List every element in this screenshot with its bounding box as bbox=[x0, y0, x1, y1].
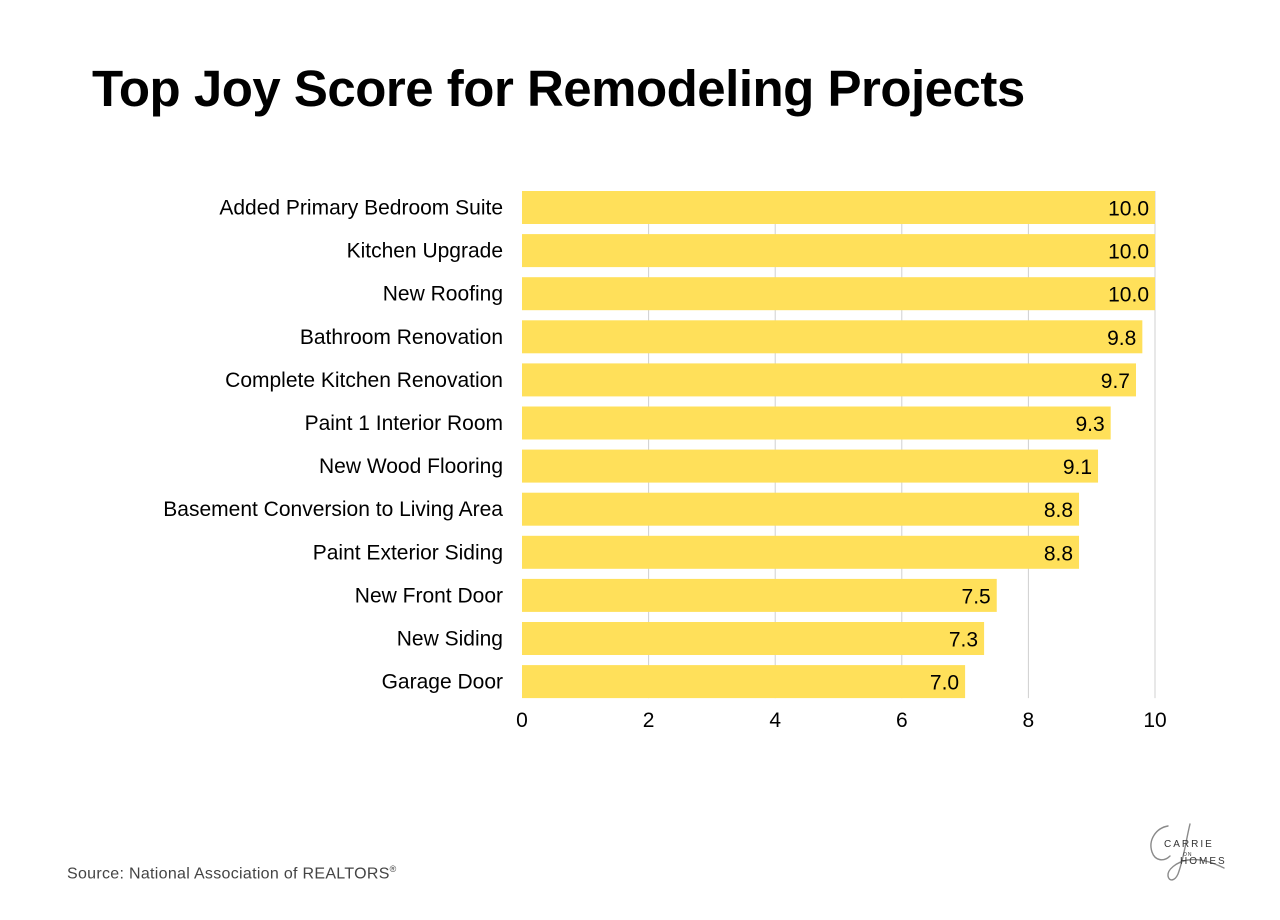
logo-line1: CARRIE bbox=[1164, 839, 1214, 850]
data-label: 10.0 bbox=[1108, 198, 1149, 221]
registered-mark: ® bbox=[389, 864, 397, 874]
category-label: Paint Exterior Siding bbox=[313, 541, 503, 564]
data-label: 9.1 bbox=[1063, 456, 1092, 479]
bar bbox=[522, 622, 985, 655]
category-label: New Wood Flooring bbox=[319, 455, 503, 478]
bar bbox=[522, 406, 1111, 440]
data-label: 7.5 bbox=[962, 585, 991, 608]
x-tick-label: 4 bbox=[769, 709, 781, 732]
category-label: Kitchen Upgrade bbox=[347, 240, 503, 263]
data-label: 9.7 bbox=[1101, 370, 1130, 393]
bar bbox=[522, 535, 1080, 569]
category-label: Paint 1 Interior Room bbox=[305, 412, 503, 435]
category-label: Bathroom Renovation bbox=[300, 326, 503, 349]
bar bbox=[522, 492, 1080, 526]
category-label: Basement Conversion to Living Area bbox=[163, 498, 503, 521]
data-label: 9.3 bbox=[1075, 413, 1104, 436]
data-label: 7.3 bbox=[949, 629, 978, 652]
source-text: Source: National Association of REALTORS bbox=[67, 865, 390, 883]
bar bbox=[522, 665, 966, 699]
bar bbox=[522, 234, 1155, 268]
data-label: 10.0 bbox=[1108, 284, 1149, 307]
grid-lines bbox=[648, 191, 1156, 699]
source-note: Source: National Association of REALTORS… bbox=[67, 864, 397, 883]
logo-line2: ON bbox=[1183, 852, 1193, 858]
chart-title: Top Joy Score for Remodeling Projects bbox=[92, 60, 1025, 117]
carrie-on-homes-logo: CARRIE ON HOMES bbox=[1150, 823, 1227, 881]
x-tick-label: 8 bbox=[1023, 709, 1035, 732]
x-tick-label: 0 bbox=[516, 709, 528, 732]
category-label: Garage Door bbox=[382, 671, 503, 694]
data-label: 7.0 bbox=[930, 672, 959, 695]
bar bbox=[522, 277, 1155, 311]
x-axis-ticks: 0 2 4 6 8 10 bbox=[516, 709, 1167, 732]
logo-line3: HOMES bbox=[1180, 856, 1227, 867]
data-label: 8.8 bbox=[1044, 499, 1073, 522]
bars bbox=[522, 191, 1155, 699]
bar bbox=[522, 320, 1143, 354]
category-label: New Roofing bbox=[383, 283, 503, 306]
data-label: 10.0 bbox=[1108, 241, 1149, 264]
data-label: 9.8 bbox=[1107, 327, 1136, 350]
category-label: New Front Door bbox=[355, 584, 503, 607]
category-label: New Siding bbox=[397, 628, 503, 651]
logo-script-flourish bbox=[1150, 823, 1225, 881]
bar bbox=[522, 191, 1155, 224]
data-labels: 10.0 10.0 10.0 9.8 9.7 9.3 9.1 8.8 8.8 7.5 7.3 7.0 bbox=[930, 198, 1149, 695]
category-label: Complete Kitchen Renovation bbox=[225, 369, 503, 392]
x-tick-label: 10 bbox=[1143, 709, 1166, 732]
data-label: 8.8 bbox=[1044, 542, 1073, 565]
bar bbox=[522, 578, 997, 612]
x-tick-label: 6 bbox=[896, 709, 908, 732]
category-labels: Added Primary Bedroom Suite Kitchen Upgra… bbox=[163, 197, 503, 694]
bar bbox=[522, 363, 1137, 397]
bar bbox=[522, 449, 1099, 483]
category-label: Added Primary Bedroom Suite bbox=[219, 197, 503, 220]
x-tick-label: 2 bbox=[643, 709, 655, 732]
